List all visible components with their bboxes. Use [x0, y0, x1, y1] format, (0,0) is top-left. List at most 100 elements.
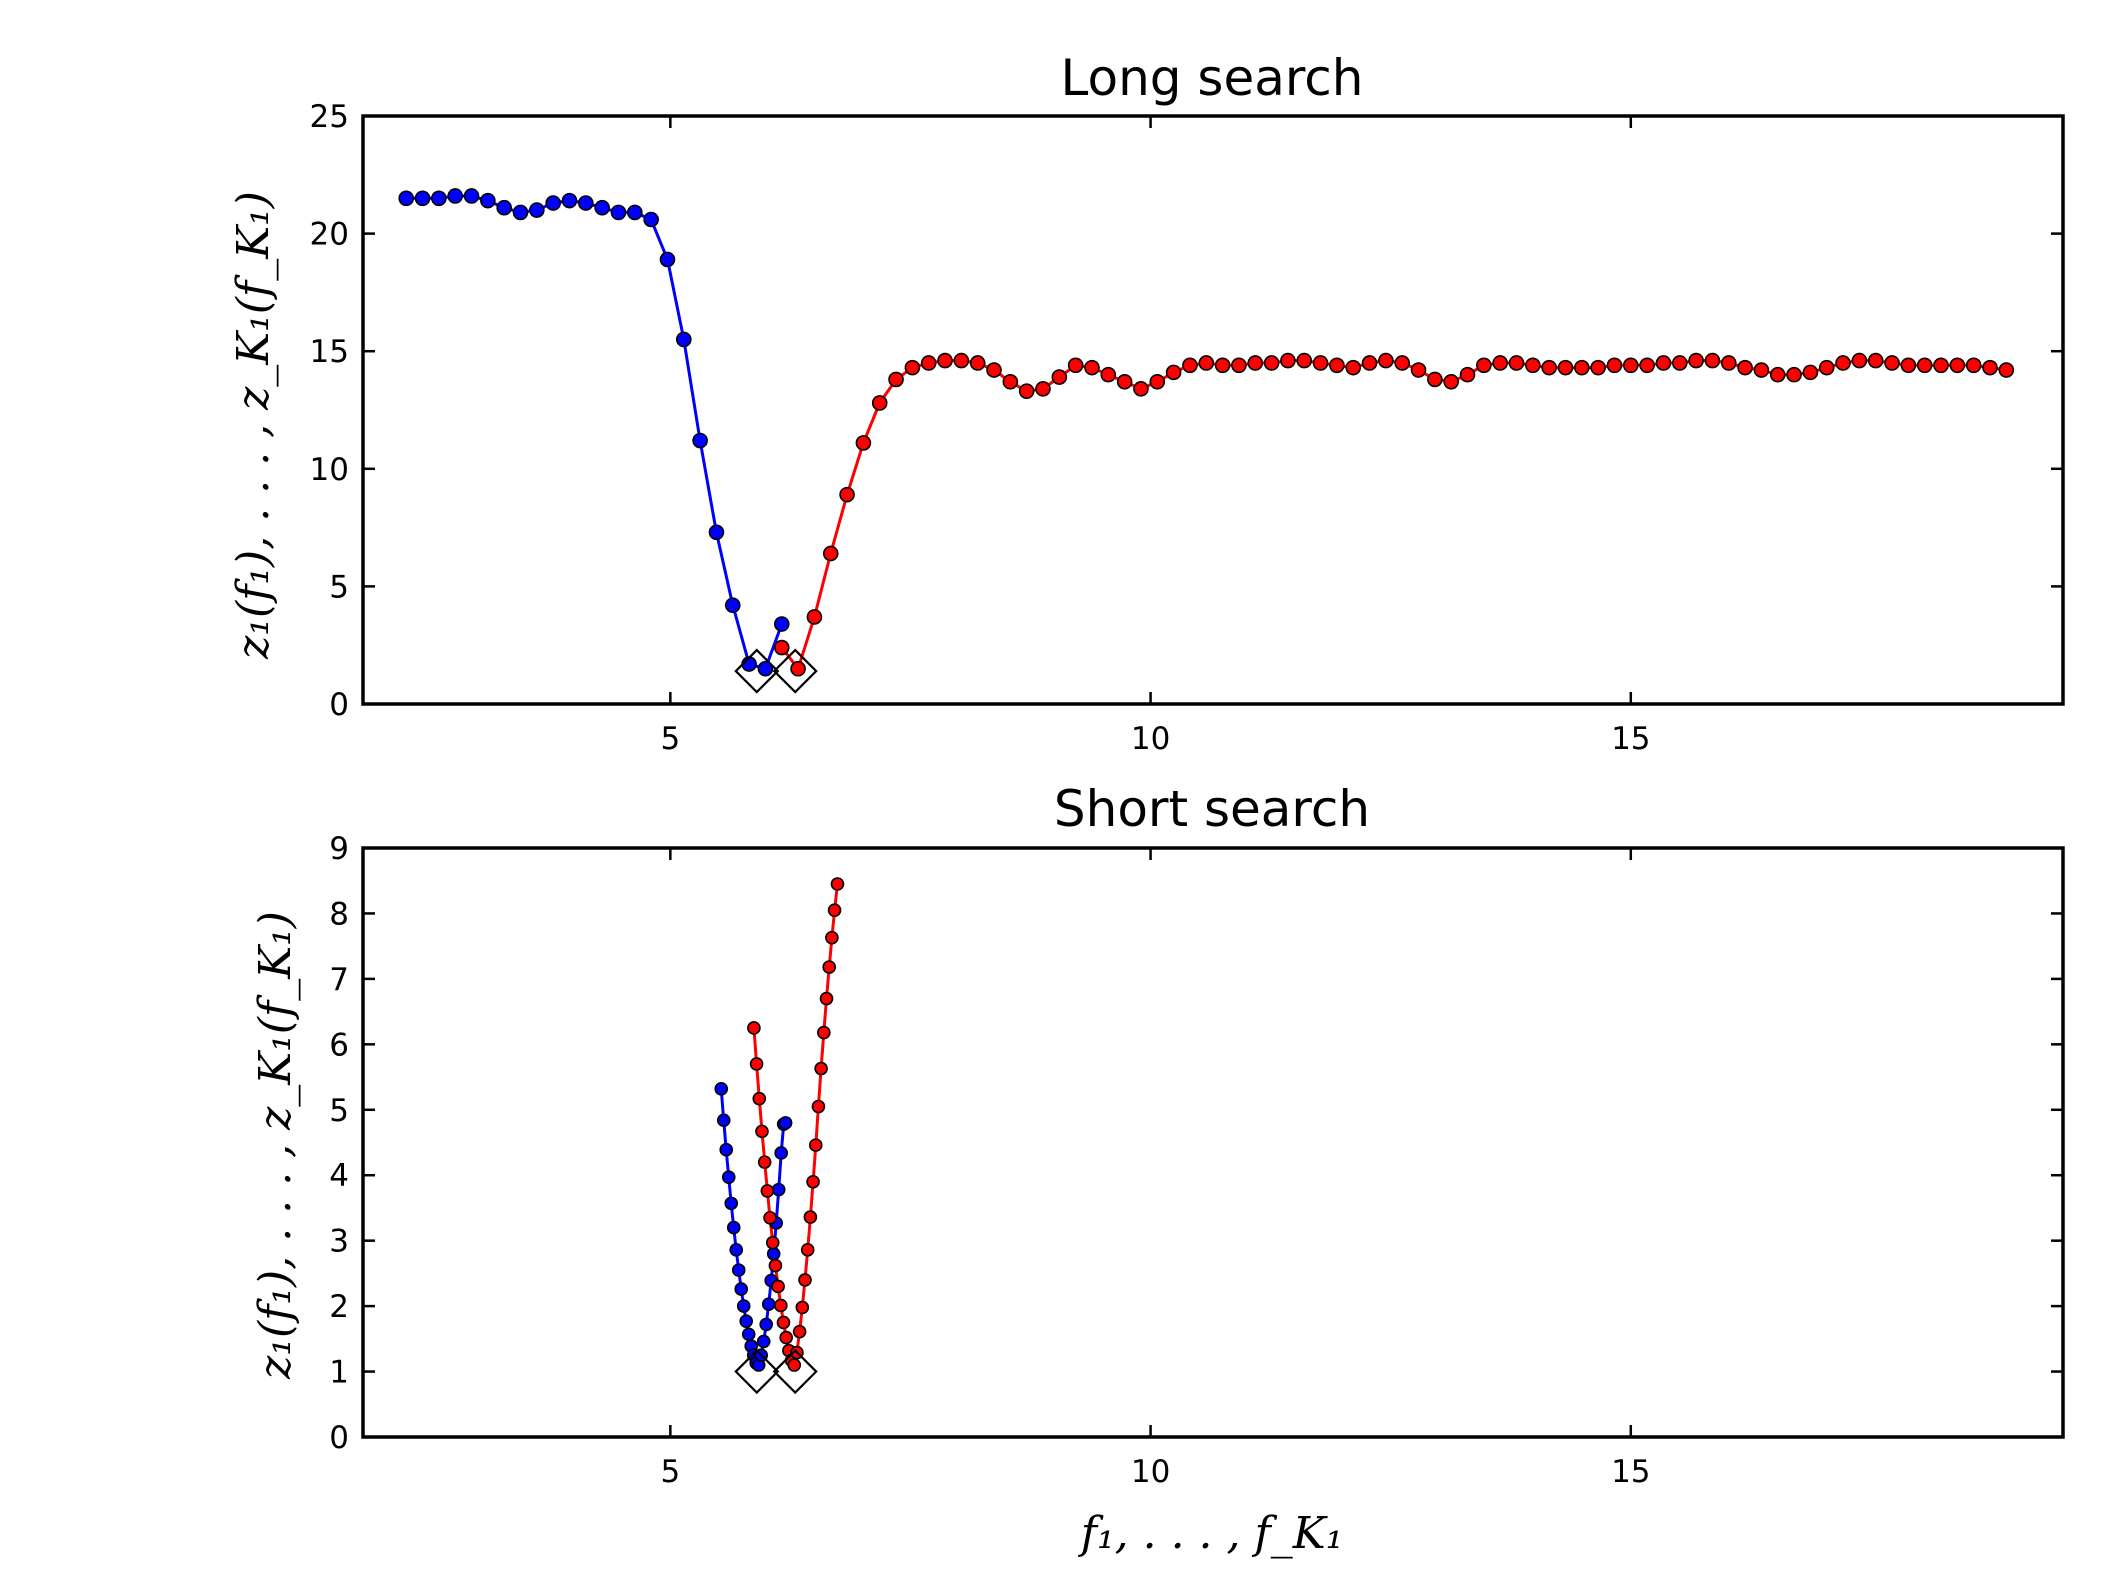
data-point — [920, 355, 937, 371]
data-point — [1116, 373, 1133, 390]
series-markers — [398, 188, 2015, 677]
data-point — [578, 195, 594, 211]
series-line — [406, 194, 784, 671]
axis-ticks: 5 10 15 0 5 10 15 20 25 — [310, 99, 2063, 757]
data-point — [1247, 355, 1264, 371]
data-point — [757, 660, 774, 677]
data-point — [1345, 359, 1362, 376]
x-tick-label: 15 — [1611, 1454, 1650, 1490]
data-point — [757, 1155, 772, 1169]
data-point — [755, 1124, 769, 1139]
data-point — [773, 616, 790, 632]
data-point — [1622, 357, 1639, 374]
data-point — [830, 877, 845, 891]
chart-title: Short search — [1054, 780, 1370, 838]
data-point — [1688, 352, 1704, 369]
y-tick-label: 5 — [329, 569, 349, 605]
y-tick-label: 3 — [329, 1224, 349, 1260]
data-point — [1949, 357, 1966, 374]
series-line — [780, 359, 2007, 672]
data-point — [771, 1182, 786, 1197]
data-point — [787, 1358, 802, 1372]
minimum-markers — [734, 1348, 818, 1395]
data-point — [1835, 355, 1851, 371]
data-point — [1606, 357, 1623, 374]
data-point — [610, 204, 627, 221]
data-point — [731, 1263, 746, 1277]
data-point — [659, 251, 676, 268]
data-point — [741, 1327, 756, 1342]
chart-title: Long search — [1061, 49, 1364, 107]
data-point — [790, 660, 806, 677]
series-lines — [406, 194, 2007, 672]
y-tick-label: 1 — [329, 1355, 349, 1391]
y-tick-label: 15 — [310, 334, 349, 370]
y-tick-label: 7 — [329, 962, 349, 998]
data-point — [953, 352, 970, 369]
x-tick-label: 10 — [1131, 1454, 1170, 1490]
x-tick-label: 10 — [1131, 721, 1170, 757]
data-point — [1802, 364, 1819, 381]
data-point — [839, 486, 855, 503]
y-axis-label: z₁(f₁), . . . , z_K₁(f_K₁) — [228, 191, 279, 660]
data-point — [724, 597, 741, 614]
data-point — [1671, 355, 1688, 371]
data-point — [1557, 359, 1574, 376]
data-point — [545, 195, 561, 211]
data-point — [463, 188, 480, 204]
data-point — [776, 1315, 791, 1330]
data-point — [729, 1243, 744, 1257]
data-point — [724, 1196, 739, 1211]
data-point — [766, 1246, 781, 1261]
data-point — [1655, 355, 1672, 371]
data-point — [1476, 357, 1492, 374]
y-tick-label: 8 — [329, 896, 349, 932]
data-point — [827, 903, 842, 917]
data-point — [1590, 359, 1606, 376]
data-point — [734, 1282, 749, 1296]
data-point — [1818, 359, 1835, 376]
data-point — [1867, 352, 1884, 369]
data-point — [594, 199, 610, 216]
data-point — [773, 639, 790, 656]
data-point — [771, 1279, 785, 1294]
data-point — [1084, 359, 1100, 376]
data-point — [800, 1243, 815, 1257]
data-point — [1933, 357, 1949, 374]
data-point — [1378, 352, 1394, 369]
data-point — [760, 1184, 775, 1198]
data-point — [714, 1082, 729, 1096]
data-point — [675, 331, 692, 348]
x-tick-label: 5 — [660, 1454, 680, 1490]
data-point — [1329, 357, 1345, 374]
data-point — [496, 199, 512, 216]
data-point — [414, 190, 431, 207]
data-point — [969, 355, 986, 371]
data-point — [1018, 383, 1035, 399]
y-tick-label: 6 — [329, 1027, 349, 1063]
data-point — [937, 352, 953, 369]
data-point — [817, 1025, 831, 1040]
data-point — [1410, 362, 1427, 378]
series-line — [752, 883, 839, 1370]
data-point — [398, 190, 415, 207]
data-point — [1737, 359, 1753, 376]
data-point — [811, 1099, 826, 1114]
data-point — [1280, 352, 1296, 369]
data-point — [1002, 373, 1019, 390]
x-tick-label: 5 — [660, 721, 680, 757]
data-point — [708, 524, 725, 541]
data-point — [822, 545, 839, 562]
data-point — [1263, 355, 1280, 371]
data-point — [447, 188, 464, 204]
data-point — [1312, 355, 1329, 371]
y-tick-label: 9 — [329, 831, 349, 867]
data-point — [480, 192, 496, 209]
y-tick-label: 4 — [329, 1158, 349, 1194]
data-point — [512, 204, 529, 221]
data-point — [1100, 366, 1117, 383]
data-point — [855, 435, 872, 451]
minimum-diamond-marker — [734, 648, 780, 694]
data-point — [778, 1116, 793, 1130]
